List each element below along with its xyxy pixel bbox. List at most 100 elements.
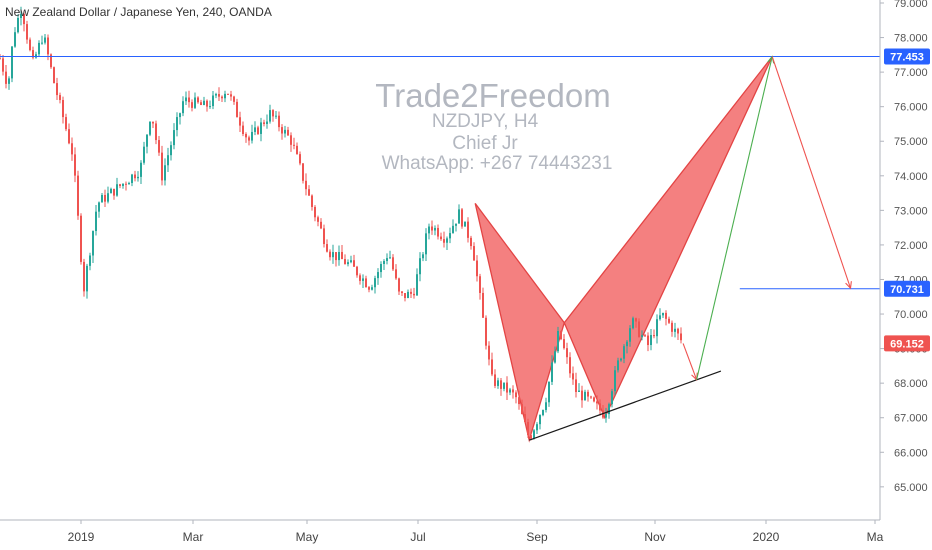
candle-body	[20, 13, 22, 19]
candle-body	[497, 380, 499, 386]
symbol-title: New Zealand Dollar / Japanese Yen, 240, …	[5, 5, 272, 19]
price-tick-label: 79.000	[894, 0, 928, 10]
candle-body	[83, 261, 85, 292]
candle-body	[626, 341, 628, 347]
price-axis-background	[880, 0, 932, 520]
candle-body	[179, 113, 181, 118]
candle-body	[461, 209, 463, 227]
projection-segment[interactable]	[682, 343, 698, 380]
candle-body	[509, 389, 511, 393]
candle-body	[38, 42, 40, 55]
candle-body	[362, 278, 364, 281]
candle-body	[110, 188, 112, 194]
candle-body	[557, 330, 559, 352]
price-tick-label: 78.000	[894, 33, 928, 45]
time-axis-ticks: 2019 Mar May Jul Sep Nov 2020 Ma	[68, 520, 884, 544]
candle-body	[491, 359, 493, 375]
time-axis[interactable]: 2019 Mar May Jul Sep Nov 2020 Ma	[0, 519, 884, 544]
candlestick-series	[0, 6, 682, 441]
last-price-badge-background	[884, 335, 930, 352]
candle-body	[671, 322, 673, 332]
candle-body	[323, 228, 325, 245]
projection-arrowhead	[845, 281, 852, 290]
candle-body	[620, 358, 622, 361]
candle-body	[5, 71, 7, 84]
candle-body	[503, 382, 505, 389]
candle-body	[296, 145, 298, 155]
candle-body	[662, 312, 664, 316]
time-tick-label: Sep	[526, 530, 548, 544]
candle-body	[377, 272, 379, 279]
candle-body	[0, 58, 1, 60]
candle-body	[668, 318, 670, 323]
candle-body	[578, 390, 580, 393]
candle-body	[386, 258, 388, 262]
candle-body	[488, 345, 490, 360]
candle-body	[617, 360, 619, 371]
candle-body	[512, 389, 514, 393]
candle-body	[212, 95, 214, 107]
candle-body	[170, 145, 172, 156]
candle-body	[233, 96, 235, 102]
candle-body	[590, 396, 592, 398]
price-axis[interactable]: 79.000 78.000 77.000 76.000 75.000 74.000 73.0…	[879, 0, 932, 520]
candle-body	[218, 94, 220, 97]
candle-body	[434, 227, 436, 231]
candle-body	[68, 129, 70, 144]
candle-body	[389, 257, 391, 259]
candle-body	[224, 93, 226, 99]
candle-body	[53, 67, 55, 84]
candle-body	[422, 254, 424, 259]
candle-body	[593, 397, 595, 402]
candle-body	[74, 154, 76, 176]
candle-body	[536, 424, 538, 431]
candle-body	[257, 127, 259, 134]
price-tick-label: 70.000	[894, 309, 928, 321]
price-tick-label: 76.000	[894, 102, 928, 114]
candle-body	[287, 129, 289, 136]
candle-body	[134, 174, 136, 179]
candle-body	[332, 252, 334, 258]
candle-body	[530, 435, 532, 439]
candle-body	[395, 269, 397, 279]
projection-segment[interactable]	[696, 56, 773, 380]
candle-body	[350, 260, 352, 263]
candle-body	[149, 121, 151, 135]
candle-body	[263, 122, 265, 124]
candle-body	[95, 211, 97, 232]
candle-body	[431, 226, 433, 231]
candle-body	[476, 260, 478, 277]
candle-body	[137, 176, 139, 179]
candle-body	[440, 236, 442, 240]
candle-body	[479, 276, 481, 293]
candle-body	[563, 339, 565, 349]
candle-body	[119, 184, 121, 187]
harmonic-pattern[interactable]	[474, 56, 773, 443]
candle-body	[533, 430, 535, 439]
candle-body	[548, 381, 550, 403]
candle-body	[659, 315, 661, 320]
candle-body	[539, 415, 541, 425]
candle-body	[236, 101, 238, 118]
candle-body	[656, 319, 658, 337]
candle-body	[650, 335, 652, 346]
pattern-triangle-xab[interactable]	[474, 203, 566, 443]
support-trendline[interactable]	[528, 370, 722, 441]
candle-body	[77, 175, 79, 216]
candle-body	[653, 335, 655, 337]
candle-body	[113, 188, 115, 196]
candle-body	[344, 259, 346, 265]
target-price-badge-label: 70.731	[890, 284, 924, 296]
candle-body	[8, 78, 10, 84]
pattern-triangle-bcd[interactable]	[563, 56, 773, 420]
candle-body	[329, 251, 331, 258]
projection-segment[interactable]	[771, 56, 852, 289]
candle-body	[368, 287, 370, 290]
candle-body	[473, 246, 475, 261]
candle-body	[428, 226, 430, 234]
candle-body	[665, 312, 667, 319]
drawing-tools[interactable]	[0, 55, 880, 441]
candle-body	[176, 117, 178, 131]
candle-body	[596, 401, 598, 404]
